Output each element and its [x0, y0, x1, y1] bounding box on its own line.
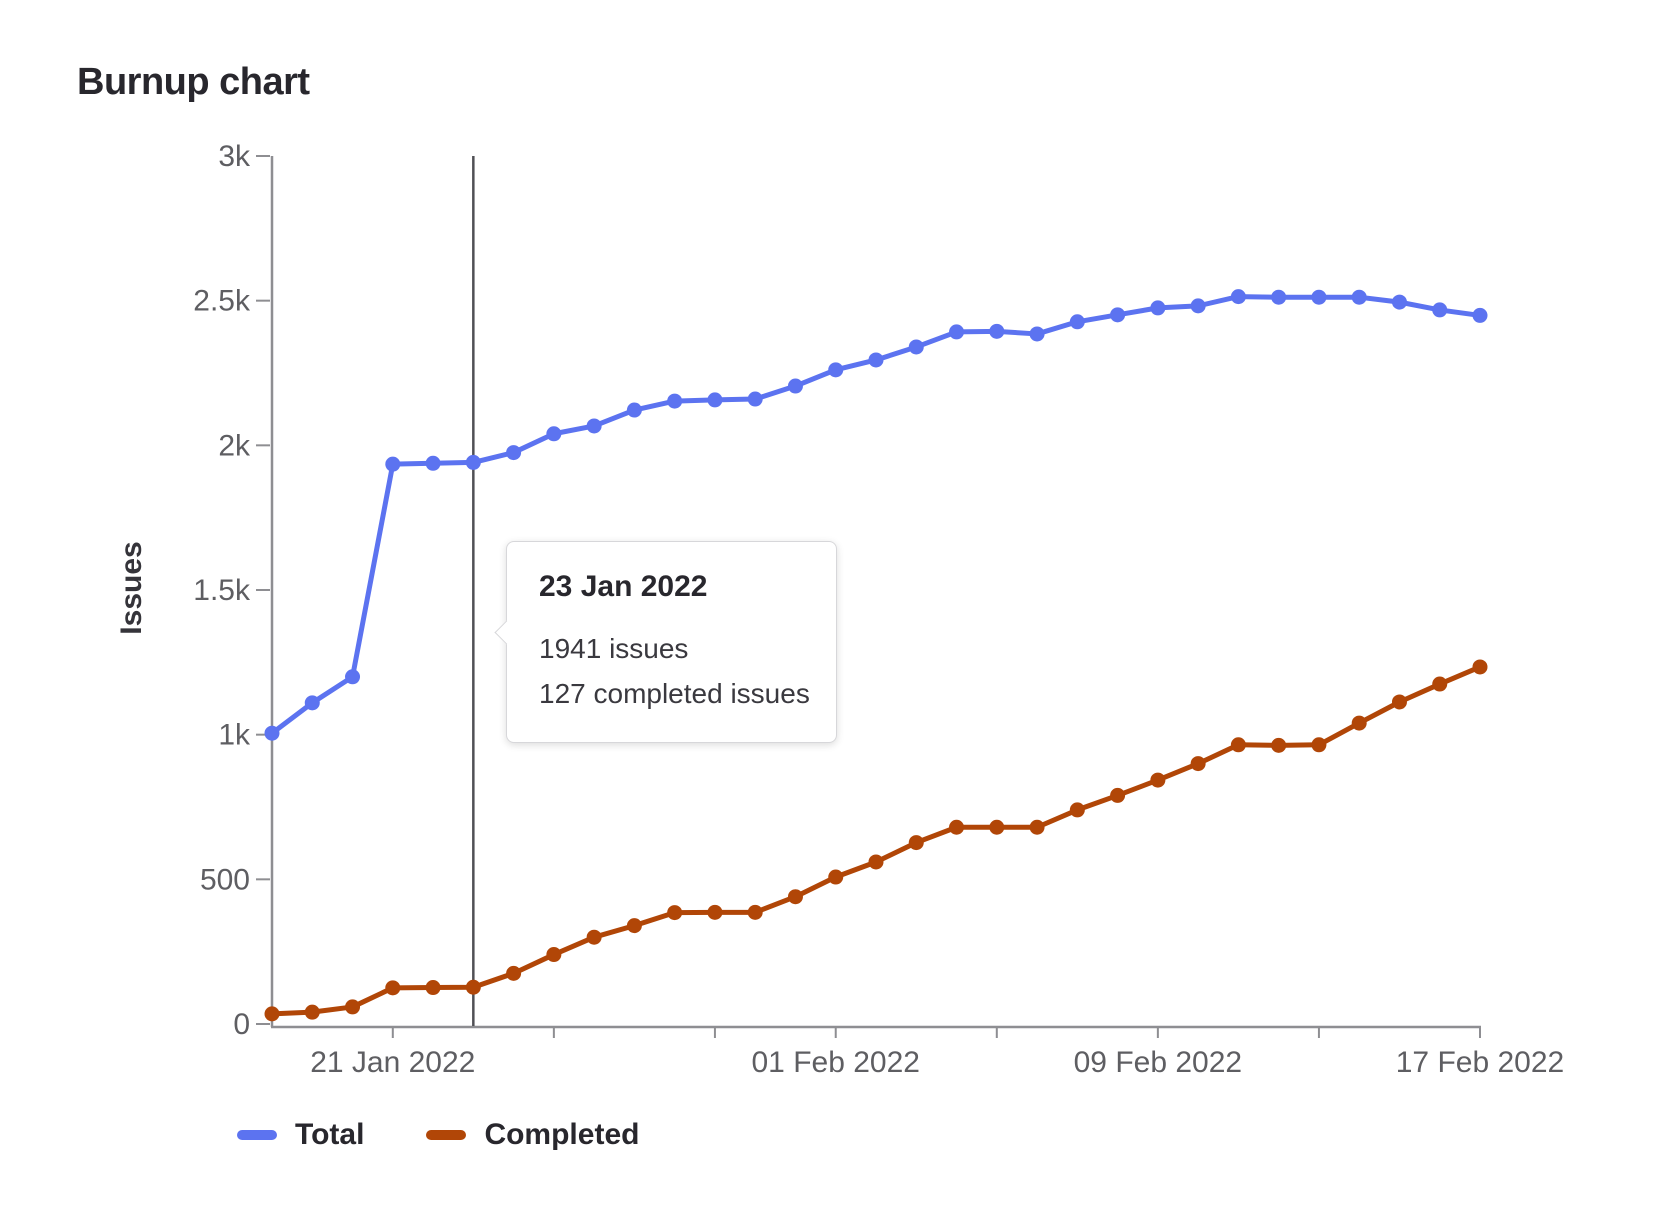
total-point[interactable]	[989, 323, 1005, 339]
tooltip-completed-issues: 127 completed issues	[539, 678, 810, 709]
completed-point[interactable]	[586, 929, 602, 945]
total-point[interactable]	[425, 455, 441, 471]
legend-item-completed[interactable]: Completed	[426, 1118, 639, 1152]
completed-point[interactable]	[264, 1006, 280, 1022]
completed-point[interactable]	[1472, 659, 1488, 675]
total-point[interactable]	[949, 324, 965, 340]
completed-point[interactable]	[385, 980, 401, 996]
total-point[interactable]	[304, 695, 320, 711]
legend-item-total[interactable]: Total	[237, 1118, 364, 1152]
total-point[interactable]	[626, 402, 642, 418]
completed-point[interactable]	[506, 965, 522, 981]
total-point[interactable]	[546, 426, 562, 442]
total-point[interactable]	[1432, 302, 1448, 318]
x-tick-label: 17 Feb 2022	[1396, 1046, 1564, 1079]
total-point[interactable]	[506, 445, 522, 461]
completed-point[interactable]	[828, 869, 844, 885]
completed-line	[269, 664, 1483, 1017]
completed-point[interactable]	[1432, 676, 1448, 692]
total-point[interactable]	[1311, 289, 1327, 305]
total-point[interactable]	[586, 418, 602, 434]
completed-point[interactable]	[1391, 694, 1407, 710]
x-tick-label: 21 Jan 2022	[310, 1046, 475, 1079]
total-point[interactable]	[1069, 314, 1085, 330]
x-tick-label: 09 Feb 2022	[1074, 1046, 1242, 1079]
total-point[interactable]	[747, 391, 763, 407]
total-point[interactable]	[1029, 326, 1045, 342]
total-point[interactable]	[707, 392, 723, 408]
completed-point[interactable]	[1311, 737, 1327, 753]
total-point[interactable]	[1271, 289, 1287, 305]
completed-point[interactable]	[465, 979, 481, 995]
completed-point[interactable]	[707, 904, 723, 920]
completed-point[interactable]	[949, 819, 965, 835]
total-point[interactable]	[1190, 298, 1206, 314]
y-tick-label: 2k	[218, 429, 251, 462]
total-point[interactable]	[345, 669, 361, 685]
tooltip-total-issues: 1941 issues	[539, 633, 689, 664]
completed-point[interactable]	[304, 1004, 320, 1020]
total-point[interactable]	[465, 454, 481, 470]
completed-point[interactable]	[908, 835, 924, 851]
total-point[interactable]	[1472, 307, 1488, 323]
total-point[interactable]	[1391, 294, 1407, 310]
total-point[interactable]	[385, 456, 401, 472]
completed-point[interactable]	[787, 889, 803, 905]
legend-label-total: Total	[295, 1118, 365, 1151]
total-point[interactable]	[828, 362, 844, 378]
completed-series-swatch-icon	[426, 1130, 467, 1140]
y-tick-label: 500	[200, 863, 250, 896]
completed-point[interactable]	[1110, 787, 1126, 803]
total-point[interactable]	[908, 339, 924, 355]
total-point[interactable]	[1150, 300, 1166, 316]
completed-point[interactable]	[1271, 737, 1287, 753]
y-tick-label: 1.5k	[193, 574, 251, 607]
completed-point[interactable]	[626, 918, 642, 934]
tooltip-date: 23 Jan 2022	[539, 570, 708, 603]
chart-tooltip: 23 Jan 2022 1941 issues 127 completed is…	[494, 541, 837, 743]
chart-legend: Total Completed	[237, 1118, 639, 1152]
completed-point[interactable]	[1150, 772, 1166, 788]
page-title: Burnup chart	[77, 61, 310, 104]
y-tick-label: 1k	[218, 719, 251, 752]
total-point[interactable]	[667, 393, 683, 409]
y-tick-label: 0	[233, 1008, 250, 1041]
total-point[interactable]	[1230, 289, 1246, 305]
total-point[interactable]	[787, 378, 803, 394]
completed-point[interactable]	[1190, 756, 1206, 772]
total-series-swatch-icon	[237, 1130, 277, 1140]
total-point[interactable]	[1351, 289, 1367, 305]
legend-label-completed: Completed	[484, 1118, 640, 1151]
completed-point[interactable]	[989, 819, 1005, 835]
x-tick-label: 01 Feb 2022	[751, 1046, 919, 1079]
total-point[interactable]	[1110, 307, 1126, 323]
completed-point[interactable]	[1029, 819, 1045, 835]
total-point[interactable]	[264, 725, 280, 741]
completed-point[interactable]	[868, 854, 884, 870]
y-axis-title: Issues	[115, 541, 148, 635]
completed-point[interactable]	[425, 980, 441, 996]
completed-point[interactable]	[667, 905, 683, 921]
completed-point[interactable]	[1069, 802, 1085, 818]
completed-point[interactable]	[345, 999, 361, 1015]
completed-point[interactable]	[1351, 715, 1367, 731]
completed-point[interactable]	[546, 947, 562, 963]
y-tick-label: 3k	[218, 140, 251, 173]
y-tick-label: 2.5k	[193, 285, 251, 318]
completed-point[interactable]	[747, 904, 763, 920]
total-point[interactable]	[868, 352, 884, 368]
completed-point[interactable]	[1230, 737, 1246, 753]
